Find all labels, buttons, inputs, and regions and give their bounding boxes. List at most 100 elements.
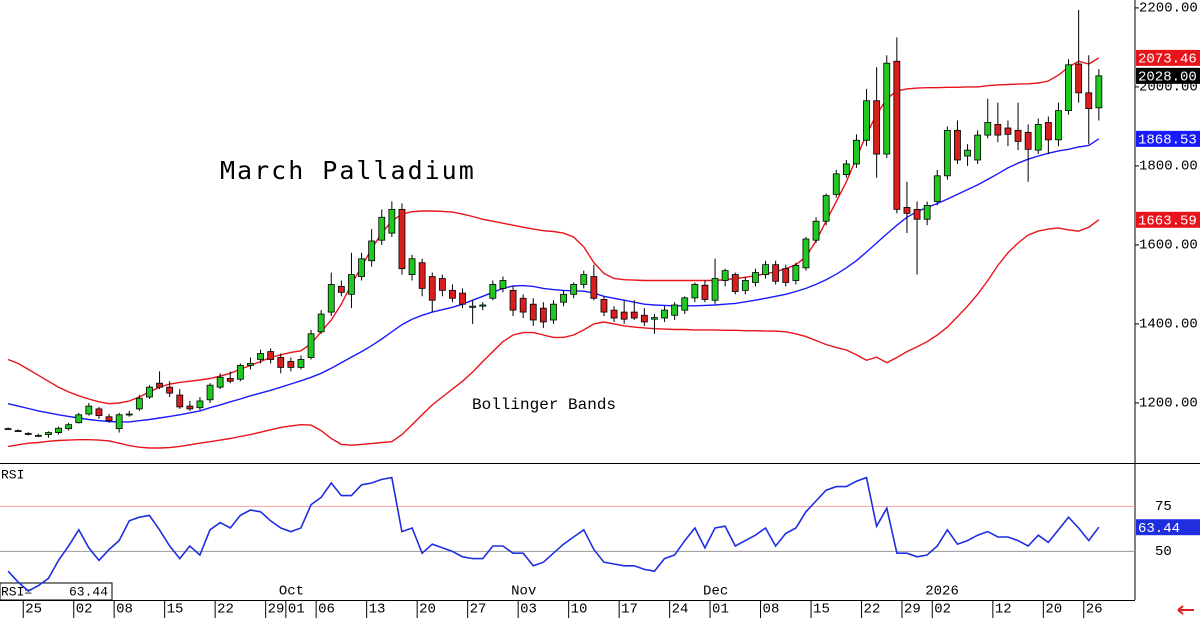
candle-body xyxy=(24,432,32,435)
candle-body xyxy=(832,173,840,195)
candle-body xyxy=(610,309,618,319)
candle-body xyxy=(398,208,406,270)
candle-body xyxy=(408,258,416,275)
band-tag: 1868.53 xyxy=(1138,133,1197,149)
candle-body xyxy=(822,195,830,222)
candle-body xyxy=(893,60,901,210)
candle-body xyxy=(560,293,567,303)
band-tag: 2073.46 xyxy=(1138,52,1197,68)
candle-body xyxy=(701,284,709,300)
candle-body xyxy=(550,303,557,321)
y-tick-label: 1600.00 xyxy=(1139,238,1198,254)
x-tick-label: 17 xyxy=(621,602,638,618)
candle-body xyxy=(428,276,436,301)
candle-body xyxy=(14,430,22,433)
candle-body xyxy=(176,394,184,408)
candle-body xyxy=(287,361,295,368)
x-tick-label: 13 xyxy=(369,602,386,618)
x-tick-label: 10 xyxy=(571,602,588,618)
candle-body xyxy=(954,129,961,161)
candle-body xyxy=(964,149,971,157)
candle-body xyxy=(4,428,12,431)
candle-body xyxy=(469,305,477,308)
x-tick-label: 27 xyxy=(470,602,487,618)
candle-body xyxy=(146,386,153,398)
candle-body xyxy=(873,100,881,155)
candle-body xyxy=(913,208,921,220)
candle-body xyxy=(842,163,850,176)
candle-body xyxy=(984,122,992,136)
candle-body xyxy=(812,220,820,241)
x-tick-label: 01 xyxy=(288,602,305,618)
candle-body xyxy=(883,62,891,155)
candle-body xyxy=(1075,63,1083,94)
candle-body xyxy=(115,414,123,430)
candle-body xyxy=(348,274,355,295)
candle-body xyxy=(65,424,73,430)
x-tick-label: 29 xyxy=(904,602,921,618)
month-label: Oct xyxy=(279,584,304,600)
candle-body xyxy=(933,175,941,202)
candle-body xyxy=(449,289,456,299)
candle-body xyxy=(752,272,759,283)
rsi-tag-box xyxy=(1136,519,1200,536)
candle-body xyxy=(640,314,648,323)
candle-body xyxy=(156,382,163,388)
candle-body xyxy=(125,413,133,416)
band-tag-box xyxy=(1136,49,1200,66)
candle-body xyxy=(863,100,870,141)
candle-body xyxy=(580,274,588,285)
candle-body xyxy=(782,268,790,283)
x-tick-label: 20 xyxy=(1045,602,1062,618)
candle-body xyxy=(731,274,739,292)
candle-body xyxy=(297,359,305,368)
candle-body xyxy=(651,317,658,320)
candle-body xyxy=(630,311,638,319)
candle-body xyxy=(105,416,113,422)
scroll-arrow[interactable] xyxy=(1177,605,1194,615)
rsi-line xyxy=(7,476,1100,592)
y-tick-label: 2200.00 xyxy=(1139,1,1198,17)
candle-body xyxy=(166,386,174,394)
candle-body xyxy=(681,297,689,311)
candle-body xyxy=(337,286,345,293)
rsi-title: RSI xyxy=(1,467,24,482)
candle-body xyxy=(317,313,325,333)
y-tick-label: 75 xyxy=(1155,499,1172,515)
candle-body xyxy=(691,284,699,299)
x-tick-label: 29 xyxy=(268,602,285,618)
candle-body xyxy=(661,309,668,319)
candle-body xyxy=(943,129,951,177)
candle-body xyxy=(75,414,83,424)
candle-body xyxy=(853,139,860,165)
candle-body xyxy=(1004,127,1012,135)
candle-body xyxy=(1055,110,1062,141)
x-tick-label: 03 xyxy=(520,602,537,618)
x-tick-label: 20 xyxy=(419,602,436,618)
candle-body xyxy=(802,238,810,269)
y-tick-label: 1800.00 xyxy=(1139,159,1198,175)
candle-body xyxy=(671,304,679,316)
band-tag: 1663.59 xyxy=(1138,214,1197,230)
candle-body xyxy=(1034,124,1042,151)
candle-body xyxy=(368,240,376,262)
candle-body xyxy=(529,303,537,321)
candle-body xyxy=(206,384,214,401)
x-tick-label: 01 xyxy=(712,602,729,618)
candle-body xyxy=(378,216,386,241)
candle-body xyxy=(135,397,143,410)
candle-body xyxy=(459,292,466,305)
rsi-readout-value: 63.44 xyxy=(69,584,108,599)
rsi-tag: 63.44 xyxy=(1138,521,1180,537)
x-tick-label: 12 xyxy=(995,602,1012,618)
x-tick-label: 24 xyxy=(672,602,689,618)
y-tick-label: 1200.00 xyxy=(1139,396,1198,412)
candle-body xyxy=(741,280,749,291)
candle-body xyxy=(570,284,578,295)
close-tag: 2028.00 xyxy=(1138,70,1197,86)
candle-body xyxy=(772,264,780,282)
candle-body xyxy=(85,405,93,415)
candle-body xyxy=(1065,64,1072,112)
x-tick-label: 22 xyxy=(864,602,881,618)
